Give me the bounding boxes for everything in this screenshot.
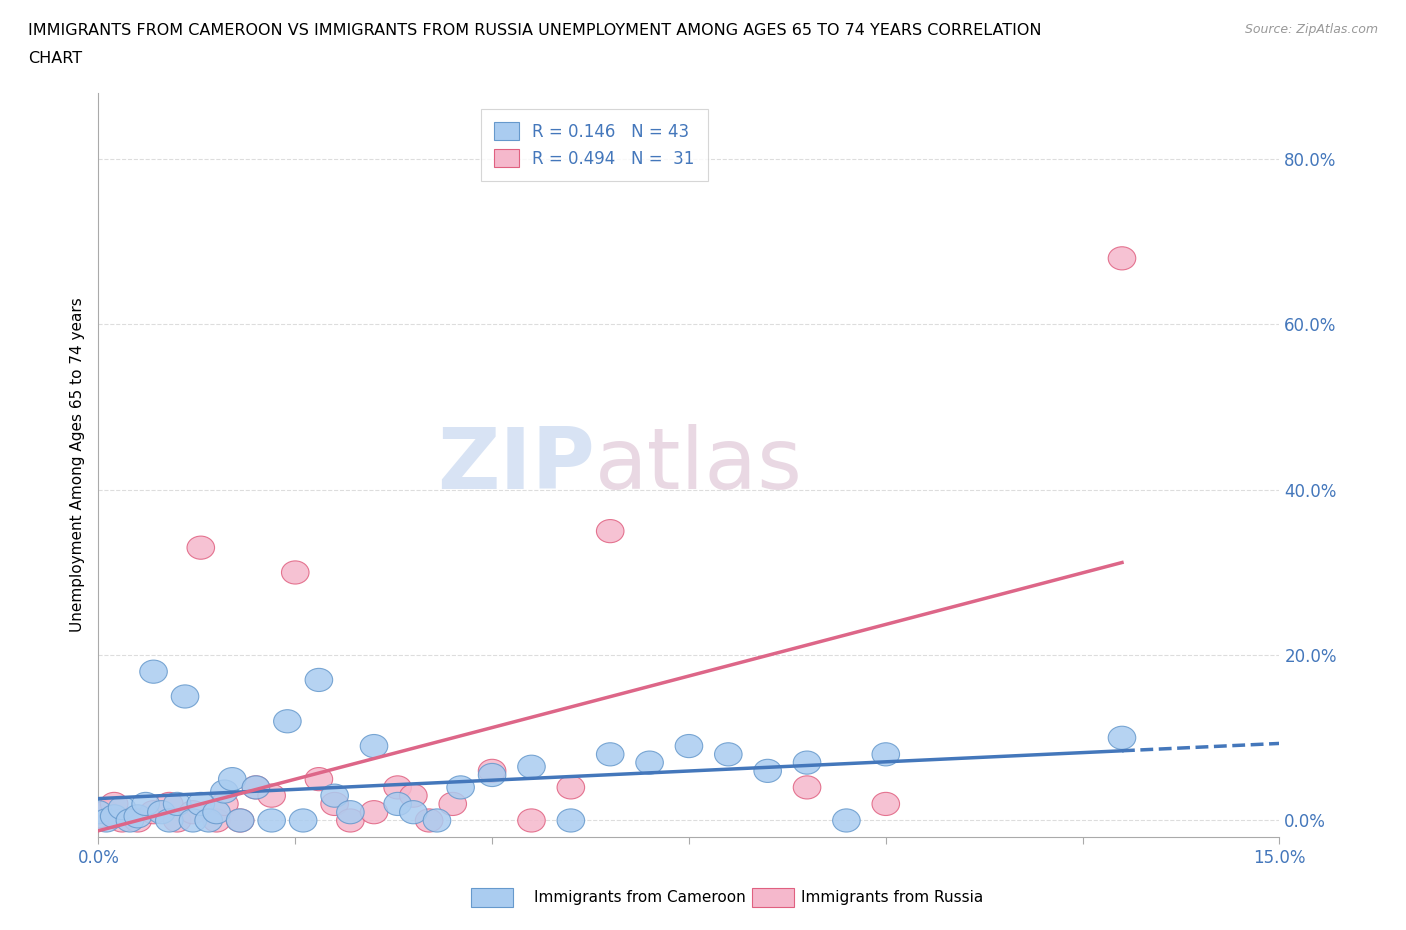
Ellipse shape [195,809,222,832]
Ellipse shape [714,743,742,766]
Ellipse shape [163,809,191,832]
Ellipse shape [321,784,349,807]
Ellipse shape [156,792,183,816]
Ellipse shape [93,809,120,832]
Ellipse shape [172,684,198,708]
Ellipse shape [211,780,238,804]
Ellipse shape [156,809,183,832]
Ellipse shape [100,792,128,816]
Ellipse shape [132,792,159,816]
Ellipse shape [148,801,176,824]
Ellipse shape [242,776,270,799]
Ellipse shape [202,801,231,824]
Ellipse shape [793,776,821,799]
Ellipse shape [384,776,412,799]
Ellipse shape [557,809,585,832]
Ellipse shape [187,792,215,816]
Ellipse shape [139,660,167,684]
Text: Immigrants from Russia: Immigrants from Russia [801,890,984,905]
Ellipse shape [211,792,238,816]
Ellipse shape [124,809,152,832]
Ellipse shape [636,751,664,774]
Ellipse shape [117,809,143,832]
Ellipse shape [557,776,585,799]
Ellipse shape [226,809,254,832]
Ellipse shape [447,776,474,799]
Ellipse shape [415,809,443,832]
Ellipse shape [257,784,285,807]
Text: IMMIGRANTS FROM CAMEROON VS IMMIGRANTS FROM RUSSIA UNEMPLOYMENT AMONG AGES 65 TO: IMMIGRANTS FROM CAMEROON VS IMMIGRANTS F… [28,23,1042,38]
Ellipse shape [202,809,231,832]
Ellipse shape [187,536,215,559]
Ellipse shape [596,520,624,543]
Legend: R = 0.146   N = 43, R = 0.494   N =  31: R = 0.146 N = 43, R = 0.494 N = 31 [481,109,709,181]
Ellipse shape [517,809,546,832]
Ellipse shape [478,759,506,782]
Ellipse shape [336,801,364,824]
Ellipse shape [754,759,782,782]
Ellipse shape [108,809,136,832]
Ellipse shape [336,809,364,832]
Ellipse shape [305,669,333,692]
Ellipse shape [179,809,207,832]
Ellipse shape [84,804,112,828]
Ellipse shape [290,809,316,832]
Ellipse shape [124,804,152,828]
Ellipse shape [305,767,333,790]
Ellipse shape [281,561,309,584]
Ellipse shape [218,767,246,790]
Ellipse shape [399,784,427,807]
Text: Immigrants from Cameroon: Immigrants from Cameroon [534,890,747,905]
Ellipse shape [108,796,136,819]
Ellipse shape [1108,246,1136,270]
Ellipse shape [179,801,207,824]
Ellipse shape [257,809,285,832]
Ellipse shape [423,809,451,832]
Ellipse shape [793,751,821,774]
Text: ZIP: ZIP [437,423,595,507]
Ellipse shape [274,710,301,733]
Ellipse shape [478,764,506,787]
Text: Source: ZipAtlas.com: Source: ZipAtlas.com [1244,23,1378,36]
Ellipse shape [360,735,388,758]
Ellipse shape [872,743,900,766]
Ellipse shape [242,776,270,799]
Ellipse shape [360,801,388,824]
Ellipse shape [139,801,167,824]
Ellipse shape [100,804,128,828]
Ellipse shape [163,792,191,816]
Ellipse shape [1108,726,1136,750]
Y-axis label: Unemployment Among Ages 65 to 74 years: Unemployment Among Ages 65 to 74 years [69,298,84,632]
Ellipse shape [872,792,900,816]
Ellipse shape [517,755,546,778]
Ellipse shape [226,809,254,832]
Ellipse shape [439,792,467,816]
Ellipse shape [93,801,120,824]
Ellipse shape [321,792,349,816]
Ellipse shape [384,792,412,816]
Ellipse shape [832,809,860,832]
Ellipse shape [675,735,703,758]
Ellipse shape [84,801,112,824]
Ellipse shape [399,801,427,824]
Ellipse shape [596,743,624,766]
Text: CHART: CHART [28,51,82,66]
Text: atlas: atlas [595,423,803,507]
